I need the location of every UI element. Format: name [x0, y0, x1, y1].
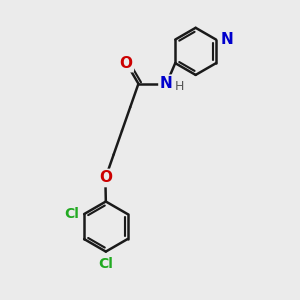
Text: Cl: Cl: [98, 257, 113, 271]
Text: H: H: [175, 80, 184, 93]
Text: N: N: [160, 76, 173, 91]
Text: O: O: [119, 56, 132, 70]
Text: Cl: Cl: [64, 207, 79, 221]
Text: O: O: [99, 170, 112, 185]
Text: N: N: [220, 32, 233, 47]
